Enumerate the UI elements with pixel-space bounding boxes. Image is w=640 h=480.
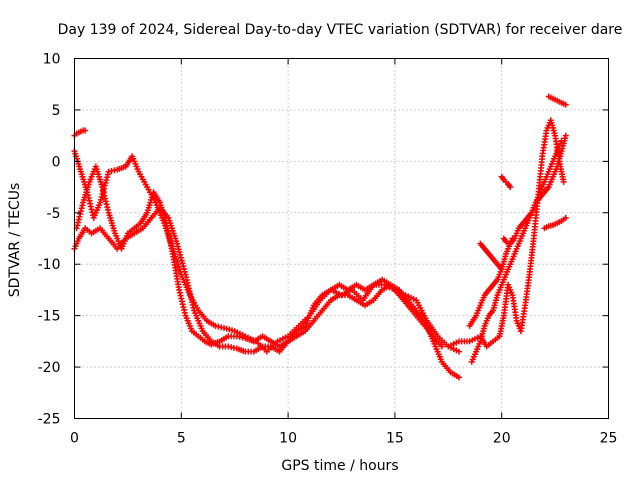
data-point bbox=[177, 251, 184, 258]
plot-frame bbox=[74, 58, 609, 419]
data-point bbox=[181, 265, 188, 272]
data-point bbox=[560, 178, 567, 185]
series-cluster-20h-a bbox=[477, 240, 505, 273]
data-point bbox=[97, 199, 104, 206]
marks-layer bbox=[71, 93, 569, 381]
series-cluster-22h bbox=[541, 214, 569, 232]
x-tick-label: 25 bbox=[600, 431, 618, 447]
y-tick-label: 10 bbox=[43, 52, 61, 68]
chart-title: Day 139 of 2024, Sidereal Day-to-day VTE… bbox=[58, 22, 623, 38]
axis-layer: 0 5 10 15 20 25 10 5 0 -5 -10 -15 -20 -25 bbox=[38, 52, 618, 447]
grid-layer bbox=[74, 58, 609, 419]
y-tick-label: -15 bbox=[38, 309, 61, 325]
series-cluster-20h-c bbox=[500, 235, 516, 247]
data-point bbox=[438, 343, 445, 350]
data-point bbox=[509, 235, 516, 242]
x-tick-label: 15 bbox=[386, 431, 404, 447]
data-point bbox=[562, 132, 569, 139]
y-axis-label: SDTVAR / TECUs bbox=[7, 183, 23, 298]
data-point bbox=[103, 177, 110, 184]
data-point bbox=[176, 249, 183, 256]
x-tick-label: 10 bbox=[279, 431, 297, 447]
y-tick-label: 5 bbox=[52, 103, 61, 119]
data-point bbox=[180, 263, 187, 270]
data-point bbox=[455, 374, 462, 381]
y-tick-label: -20 bbox=[38, 360, 61, 376]
data-point bbox=[104, 171, 111, 178]
data-point bbox=[179, 260, 186, 267]
series-track-1 bbox=[71, 148, 462, 355]
data-point bbox=[177, 254, 184, 261]
data-point bbox=[82, 127, 89, 134]
data-point bbox=[562, 101, 569, 108]
data-point bbox=[174, 243, 181, 250]
data-point bbox=[562, 214, 569, 221]
data-point bbox=[178, 257, 185, 264]
series-track-5 bbox=[468, 137, 565, 365]
x-tick-label: 0 bbox=[70, 431, 79, 447]
y-tick-label: -10 bbox=[38, 257, 61, 273]
data-point bbox=[104, 174, 111, 181]
data-point bbox=[175, 246, 182, 253]
x-tick-label: 5 bbox=[177, 431, 186, 447]
series-cluster-20h-b bbox=[498, 173, 514, 191]
x-tick-label: 20 bbox=[493, 431, 511, 447]
series-cluster-upper-right bbox=[545, 93, 569, 108]
data-point bbox=[102, 179, 109, 186]
y-tick-label: 0 bbox=[52, 154, 61, 170]
data-point bbox=[507, 184, 514, 191]
data-point bbox=[455, 348, 462, 355]
y-tick-label: -25 bbox=[38, 412, 61, 428]
series-track-4 bbox=[445, 117, 567, 350]
data-point bbox=[498, 266, 505, 273]
y-tick-label: -5 bbox=[47, 206, 61, 222]
data-point bbox=[174, 240, 181, 247]
series-track-3 bbox=[73, 163, 445, 350]
data-point bbox=[97, 196, 104, 203]
data-point bbox=[181, 268, 188, 275]
x-axis-label: GPS time / hours bbox=[281, 458, 398, 474]
